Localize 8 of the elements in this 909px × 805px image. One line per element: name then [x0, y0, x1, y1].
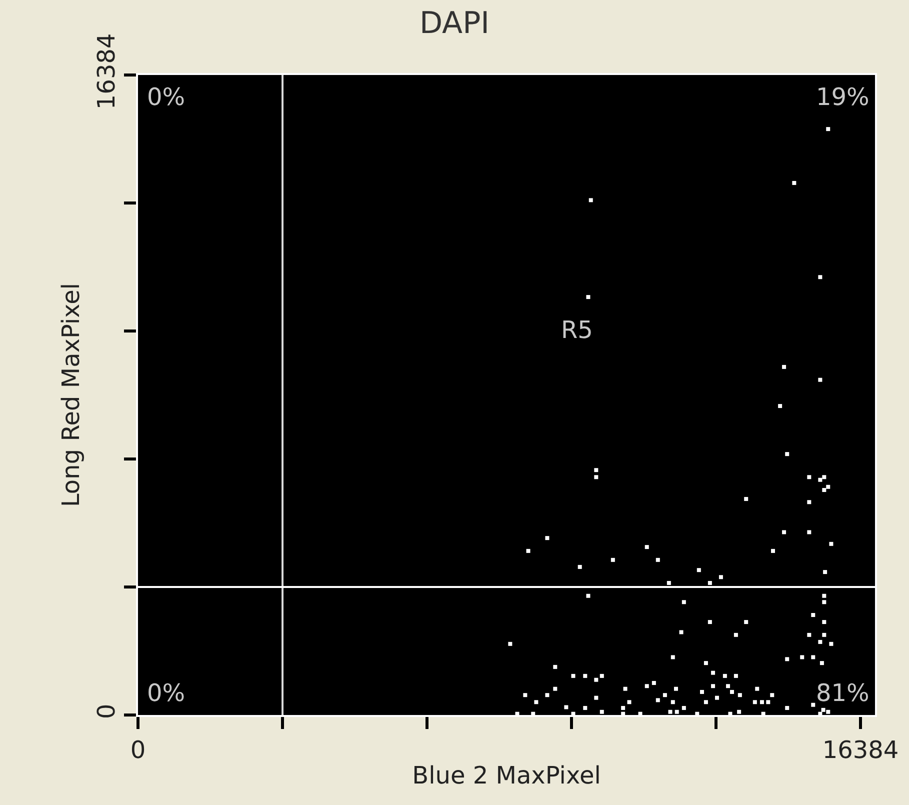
- x-axis-title: Blue 2 MaxPixel: [412, 762, 601, 790]
- annotation: 0%: [147, 83, 186, 111]
- chart-title: DAPI: [419, 6, 490, 42]
- annotation: 81%: [816, 679, 870, 707]
- annotation: 19%: [816, 83, 870, 111]
- y-axis-title: Long Red MaxPixel: [57, 282, 85, 508]
- annotation: R5: [561, 316, 593, 344]
- annotation: 0%: [147, 679, 186, 707]
